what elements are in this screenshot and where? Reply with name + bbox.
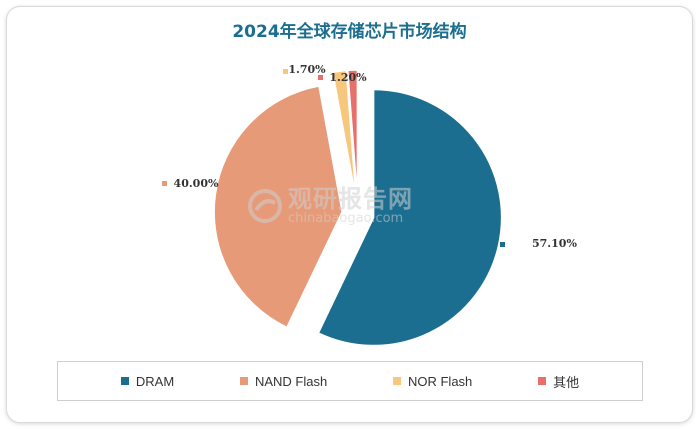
data-label-other: 1.20% bbox=[329, 71, 367, 84]
data-label-dram: 57.10% bbox=[532, 237, 577, 250]
data-label-nand-flash-marker bbox=[162, 181, 167, 186]
legend: DRAM NAND Flash NOR Flash 其他 bbox=[57, 361, 643, 401]
data-label-nand-flash: 40.00% bbox=[174, 177, 219, 190]
legend-swatch-nand-flash bbox=[239, 377, 248, 385]
data-label-nor-flash-marker bbox=[283, 69, 288, 74]
data-label-other-marker bbox=[318, 75, 323, 80]
chart-title: 2024年全球存储芯片市场结构 bbox=[232, 22, 467, 42]
legend-label-nand-flash: NAND Flash bbox=[254, 373, 328, 389]
legend-swatch-dram bbox=[120, 377, 129, 385]
slice-nor-flash bbox=[331, 69, 357, 199]
slice-other bbox=[346, 69, 359, 199]
legend-item-nand-flash: NAND Flash bbox=[239, 373, 328, 389]
legend-label-other: 其他 bbox=[553, 374, 580, 390]
legend-item-other: 其他 bbox=[538, 372, 579, 391]
data-label-nor-flash: 1.70% bbox=[288, 63, 326, 76]
legend-swatch-nor-flash bbox=[392, 377, 401, 385]
legend-item-dram: DRAM bbox=[120, 373, 175, 389]
legend-label-nor-flash: NOR Flash bbox=[407, 373, 473, 389]
slice-nand-flash bbox=[213, 85, 343, 329]
legend-label-dram: DRAM bbox=[135, 373, 175, 389]
slice-dram bbox=[317, 88, 503, 347]
legend-swatch-other bbox=[538, 377, 547, 385]
data-label-dram-marker bbox=[500, 242, 505, 247]
legend-item-nor-flash: NOR Flash bbox=[392, 373, 473, 389]
